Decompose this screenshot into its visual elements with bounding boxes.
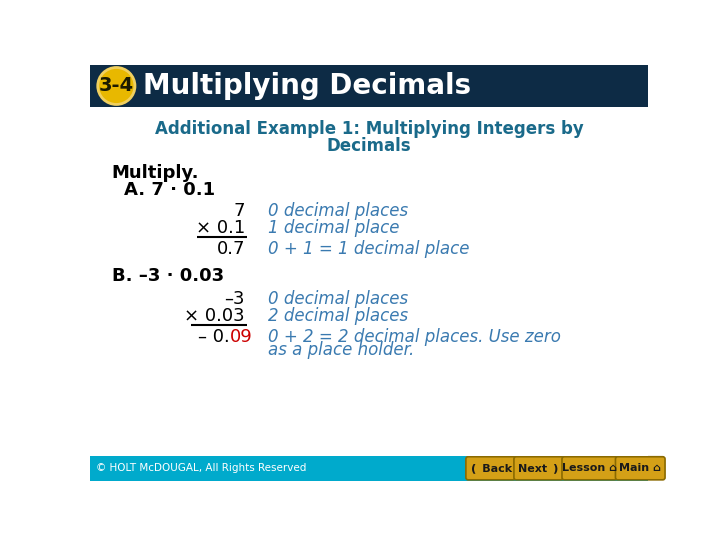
- Text: Decimals: Decimals: [327, 137, 411, 154]
- Bar: [90, 456, 648, 481]
- Text: Multiply.: Multiply.: [112, 164, 199, 181]
- Text: Next ❫: Next ❫: [518, 463, 560, 473]
- Text: B. –3 · 0.03: B. –3 · 0.03: [112, 267, 224, 285]
- Text: 09: 09: [230, 328, 253, 346]
- Text: 7: 7: [233, 202, 245, 220]
- Text: © HOLT McDOUGAL, All Rights Reserved: © HOLT McDOUGAL, All Rights Reserved: [96, 463, 307, 473]
- Text: 0 decimal places: 0 decimal places: [269, 290, 408, 308]
- Text: Main ⌂: Main ⌂: [619, 463, 661, 473]
- Text: 0 decimal places: 0 decimal places: [269, 202, 408, 220]
- Text: 0.7: 0.7: [217, 240, 245, 258]
- Text: A. 7 · 0.1: A. 7 · 0.1: [124, 180, 215, 199]
- Text: –3: –3: [225, 290, 245, 308]
- Text: 0 + 1 = 1 decimal place: 0 + 1 = 1 decimal place: [269, 240, 469, 258]
- FancyBboxPatch shape: [514, 457, 564, 480]
- Text: 0 + 2 = 2 decimal places. Use zero: 0 + 2 = 2 decimal places. Use zero: [269, 328, 561, 346]
- Text: Additional Example 1: Multiplying Integers by: Additional Example 1: Multiplying Intege…: [155, 120, 583, 138]
- Text: × 0.03: × 0.03: [184, 307, 245, 325]
- Text: ❪ Back: ❪ Back: [469, 463, 512, 473]
- Bar: [90, 65, 648, 107]
- Text: as a place holder.: as a place holder.: [269, 341, 415, 360]
- Text: Lesson ⌂: Lesson ⌂: [562, 463, 617, 473]
- Bar: [90, 107, 648, 456]
- FancyBboxPatch shape: [466, 457, 516, 480]
- Text: Multiplying Decimals: Multiplying Decimals: [143, 72, 471, 100]
- FancyBboxPatch shape: [616, 457, 665, 480]
- Text: 1 decimal place: 1 decimal place: [269, 219, 400, 237]
- Text: × 0.1: × 0.1: [196, 219, 245, 237]
- Text: 3-4: 3-4: [99, 77, 134, 96]
- Text: 2 decimal places: 2 decimal places: [269, 307, 408, 325]
- FancyBboxPatch shape: [562, 457, 617, 480]
- Text: – 0.: – 0.: [198, 328, 230, 346]
- Circle shape: [98, 68, 135, 104]
